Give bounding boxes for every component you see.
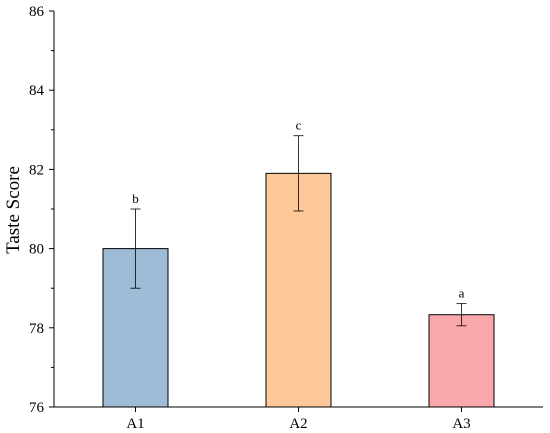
x-tick-label: A1 [126, 416, 144, 432]
significance-label: c [296, 118, 302, 133]
y-tick-label: 84 [29, 83, 45, 99]
bars: b c a [102, 118, 495, 408]
y-tick-label: 86 [29, 4, 45, 20]
x-tick-label: A3 [452, 416, 470, 432]
bar-a3 [428, 314, 495, 408]
y-tick-label: 78 [29, 321, 44, 337]
x-tick-label: A2 [289, 416, 307, 432]
y-tick-label: 76 [29, 400, 45, 416]
x-axis: A1 A2 A3 [126, 407, 471, 432]
y-tick-label: 82 [29, 162, 44, 178]
y-axis: 76 78 80 82 84 86 [29, 4, 54, 416]
bar-a2 [265, 172, 332, 408]
significance-label: b [132, 191, 139, 206]
significance-label: a [459, 286, 465, 301]
y-axis-title: Taste Score [3, 166, 24, 254]
y-tick-label: 80 [29, 242, 44, 258]
